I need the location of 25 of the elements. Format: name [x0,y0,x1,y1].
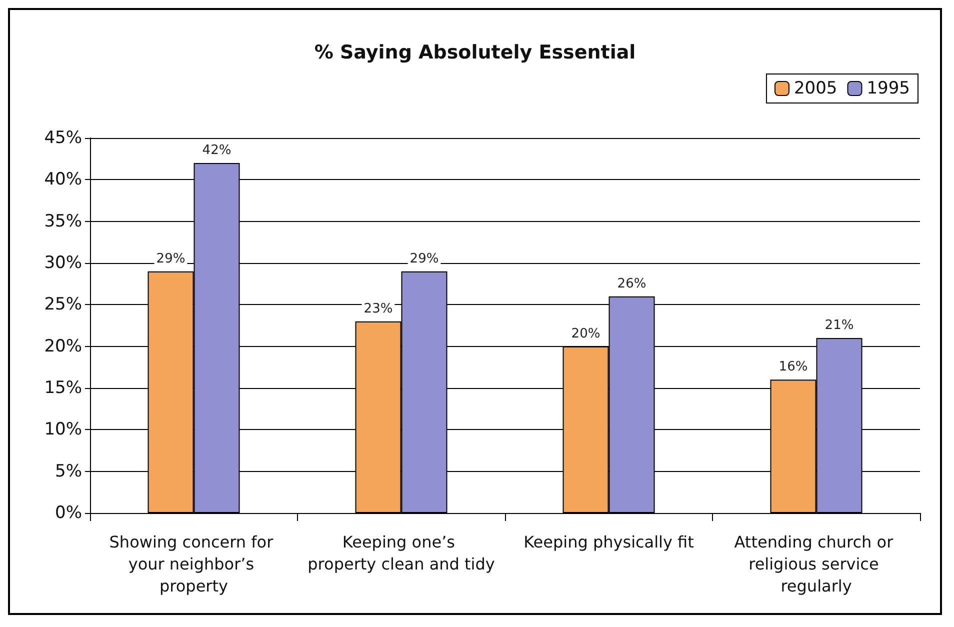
y-tick-label: 10% [44,420,82,440]
y-tick-label: 45% [44,128,82,148]
y-tick-label: 35% [44,211,82,232]
legend-label: 2005 [794,78,838,98]
y-tick-label: 15% [44,378,82,398]
y-tick-label: 40% [44,170,82,190]
data-label: 23% [364,301,393,316]
x-tick-label: Keeping one’s property clean and tidy [308,532,495,574]
x-tick-label: Attending church or religious service regularly [734,532,898,596]
data-label: 29% [156,251,186,266]
x-tick-label: Keeping physically fit [524,532,694,552]
chart-title: % Saying Absolutely Essential [314,42,636,64]
data-label: 26% [617,276,646,292]
legend-label: 1995 [866,78,910,98]
x-tick-label: Showing concern for your neighbor’s property [109,532,278,596]
y-tick-label: 30% [44,253,82,273]
data-label: 16% [778,360,808,375]
y-tick-label: 0% [55,503,82,523]
y-tick-label: 5% [55,461,82,482]
data-label: 21% [824,318,854,333]
data-label: 20% [571,326,600,342]
data-label: 42% [202,143,232,158]
y-tick-label: 20% [44,336,82,356]
data-label: 29% [410,251,439,266]
y-tick-label: 25% [44,294,82,315]
